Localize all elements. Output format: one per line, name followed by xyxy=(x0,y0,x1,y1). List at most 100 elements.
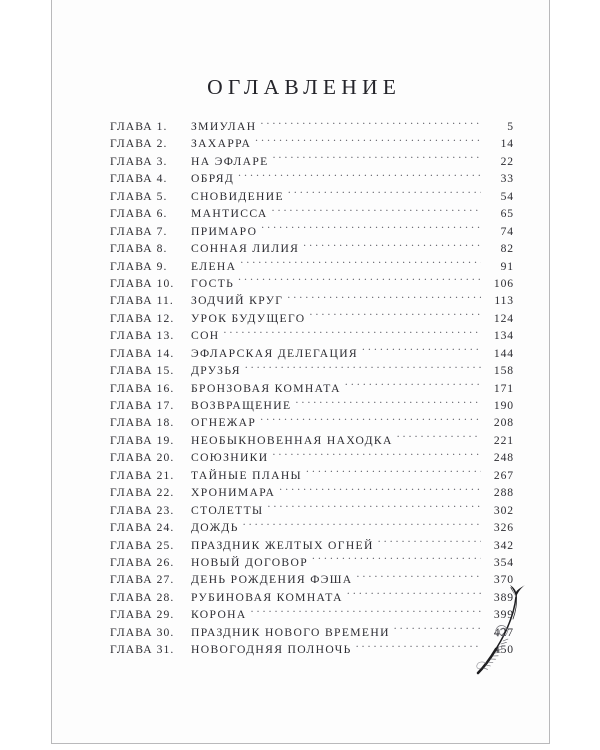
toc-entry-dot-leader xyxy=(251,605,481,618)
toc-entry-title: СОЮЗНИКИ xyxy=(191,451,269,465)
toc-entry[interactable]: ГЛАВА 22. ХРОНИМАРА 288 xyxy=(110,483,514,500)
toc-entry[interactable]: ГЛАВА 24. ДОЖДЬ 326 xyxy=(110,518,514,535)
toc-entry-page-number: 65 xyxy=(500,207,514,221)
toc-entry[interactable]: ГЛАВА 18. ОГНЕЖАР 208 xyxy=(110,413,514,430)
toc-entry[interactable]: ГЛАВА 25. ПРАЗДНИК ЖЕЛТЫХ ОГНЕЙ 342 xyxy=(110,536,514,553)
toc-entry[interactable]: ГЛАВА 19. НЕОБЫКНОВЕННАЯ НАХОДКА 221 xyxy=(110,431,514,448)
toc-entry-page-number: 74 xyxy=(500,224,514,238)
toc-entry-dot-leader xyxy=(245,361,481,374)
toc-entry[interactable]: ГЛАВА 26. НОВЫЙ ДОГОВОР 354 xyxy=(110,553,514,570)
toc-entry-title: НА ЭФЛАРЕ xyxy=(191,154,269,168)
toc-entry-dot-leader xyxy=(312,553,481,566)
toc-entry-title: ЭФЛАРСКАЯ ДЕЛЕГАЦИЯ xyxy=(191,346,359,360)
toc-entry[interactable]: ГЛАВА 15. ДРУЗЬЯ 158 xyxy=(110,361,514,378)
toc-entry-title: ЗАХАРРА xyxy=(191,137,252,151)
toc-entry-dot-leader xyxy=(362,344,481,357)
toc-entry-chapter-label: ГЛАВА 5. xyxy=(110,189,168,203)
toc-entry[interactable]: ГЛАВА 2. ЗАХАРРА 14 xyxy=(110,134,514,151)
toc-entry-chapter-label: ГЛАВА 30. xyxy=(110,625,175,639)
toc-entry[interactable]: ГЛАВА 31. НОВОГОДНЯЯ ПОЛНОЧЬ 450 xyxy=(110,640,514,657)
toc-entry-dot-leader xyxy=(224,326,481,339)
toc-entry-chapter-label: ГЛАВА 7. xyxy=(110,224,168,238)
toc-entry-dot-leader xyxy=(255,134,481,147)
toc-entry-chapter-label: ГЛАВА 27. xyxy=(110,573,175,587)
toc-entry-title: ОГНЕЖАР xyxy=(191,416,257,430)
toc-entry-dot-leader xyxy=(347,588,481,601)
toc-entry-page-number: 302 xyxy=(493,503,514,517)
toc-entry-title: ДРУЗЬЯ xyxy=(191,364,241,378)
toc-entry-page-number: 221 xyxy=(493,433,514,447)
toc-entry[interactable]: ГЛАВА 17. ВОЗВРАЩЕНИЕ 190 xyxy=(110,396,514,413)
toc-entry-chapter-label: ГЛАВА 21. xyxy=(110,468,175,482)
toc-entry-chapter-label: ГЛАВА 13. xyxy=(110,329,175,343)
toc-entry-chapter-label: ГЛАВА 17. xyxy=(110,399,175,412)
toc-entry-dot-leader xyxy=(306,466,481,479)
toc-entry[interactable]: ГЛАВА 9. ЕЛЕНА 91 xyxy=(110,257,514,274)
toc-entry-page-number: 82 xyxy=(500,242,514,256)
toc-entry[interactable]: ГЛАВА 5. СНОВИДЕНИЕ 54 xyxy=(110,187,514,204)
toc-entry-dot-leader xyxy=(261,222,481,235)
toc-entry[interactable]: ГЛАВА 12. УРОК БУДУЩЕГО 124 xyxy=(110,309,514,326)
table-of-contents: ГЛАВА 1.ЗМИУЛАН5ГЛАВА 2.ЗАХАРРА14 ГЛАВА 3… xyxy=(110,117,514,658)
toc-entry-title: НОВОГОДНЯЯ ПОЛНОЧЬ xyxy=(191,643,352,657)
toc-entry[interactable]: ГЛАВА 27. ДЕНЬ РОЖДЕНИЯ ФЭША 370 xyxy=(110,570,514,587)
toc-entry-title: УРОК БУДУЩЕГО xyxy=(191,311,306,325)
toc-entry-page-number: 124 xyxy=(493,311,514,325)
toc-entry-dot-leader xyxy=(345,379,481,392)
toc-entry-title: ПРАЗДНИК ЖЕЛТЫХ ОГНЕЙ xyxy=(191,538,374,552)
toc-entry[interactable]: ГЛАВА 11. ЗОДЧИЙ КРУГ 113 xyxy=(110,291,514,308)
toc-entry[interactable]: ГЛАВА 6. МАНТИССА 65 xyxy=(110,204,514,221)
toc-entry-chapter-label: ГЛАВА 24. xyxy=(110,521,175,535)
toc-entry-page-number: 288 xyxy=(493,486,514,500)
toc-entry-title: БРОНЗОВАЯ КОМНАТА xyxy=(191,381,341,395)
toc-entry-title: СТОЛЕТТЫ xyxy=(191,503,264,517)
toc-entry-title: НОВЫЙ ДОГОВОР xyxy=(191,555,309,569)
toc-entry[interactable]: ГЛАВА 16. БРОНЗОВАЯ КОМНАТА 171 xyxy=(110,379,514,396)
toc-entry-page-number: 144 xyxy=(493,346,514,360)
toc-entry[interactable]: ГЛАВА 21. ТАЙНЫЕ ПЛАНЫ 267 xyxy=(110,466,514,483)
toc-entry-title: МАНТИССА xyxy=(191,207,268,221)
toc-entry-page-number: 113 xyxy=(494,294,514,308)
toc-entry-dot-leader xyxy=(309,309,481,322)
toc-entry-title: ЗОДЧИЙ КРУГ xyxy=(191,294,284,308)
toc-entry-chapter-label: ГЛАВА 6. xyxy=(110,207,168,221)
toc-entry-page-number: 248 xyxy=(493,451,514,465)
toc-entry-chapter-label: ГЛАВА 4. xyxy=(110,172,168,186)
toc-entry[interactable]: ГЛАВА 20. СОЮЗНИКИ 248 xyxy=(110,448,514,465)
toc-entry[interactable]: ГЛАВА 4. ОБРЯД 33 xyxy=(110,169,514,186)
toc-entry-title: ДЕНЬ РОЖДЕНИЯ ФЭША xyxy=(191,573,353,587)
toc-entry[interactable]: ГЛАВА 1. ЗМИУЛАН 5 xyxy=(110,117,514,134)
toc-entry-page-number: 54 xyxy=(500,189,514,203)
toc-entry-page-number: 389 xyxy=(493,590,514,604)
toc-entry[interactable]: ГЛАВА 10. ГОСТЬ 106 xyxy=(110,274,514,291)
toc-entry[interactable]: ГЛАВА 3. НА ЭФЛАРЕ 22 xyxy=(110,152,514,169)
toc-entry-dot-leader xyxy=(260,413,481,426)
toc-entry-dot-leader xyxy=(397,431,481,444)
toc-entry[interactable]: ГЛАВА 29. КОРОНА 399 xyxy=(110,605,514,622)
toc-entry-title: КОРОНА xyxy=(191,608,247,622)
toc-entry-dot-leader xyxy=(295,396,481,409)
toc-entry-chapter-label: ГЛАВА 26. xyxy=(110,555,175,569)
toc-entry-chapter-label: ГЛАВА 3. xyxy=(110,154,168,168)
toc-entry[interactable]: ГЛАВА 23. СТОЛЕТТЫ 302 xyxy=(110,501,514,518)
toc-entry-chapter-label: ГЛАВА 18. xyxy=(110,416,175,430)
toc-entry-title: ХРОНИМАРА xyxy=(191,486,276,500)
toc-entry[interactable]: ГЛАВА 13. СОН 134 xyxy=(110,326,514,343)
toc-entry-chapter-label: ГЛАВА 28. xyxy=(110,590,175,604)
toc-entry-dot-leader xyxy=(238,169,481,182)
toc-entry-dot-leader xyxy=(279,483,481,496)
toc-entry-page-number: 354 xyxy=(493,555,514,569)
toc-entry-title: ГОСТЬ xyxy=(191,276,235,290)
toc-entry-title: СОН xyxy=(191,329,220,343)
toc-entry-chapter-label: ГЛАВА 12. xyxy=(110,311,175,325)
toc-entry[interactable]: ГЛАВА 30. ПРАЗДНИК НОВОГО ВРЕМЕНИ 427 xyxy=(110,623,514,640)
toc-entry[interactable]: ГЛАВА 14. ЭФЛАРСКАЯ ДЕЛЕГАЦИЯ 144 xyxy=(110,344,514,361)
toc-entry[interactable]: ГЛАВА 28. РУБИНОВАЯ КОМНАТА 389 xyxy=(110,588,514,605)
toc-entry-page-number: 134 xyxy=(493,329,514,343)
page-title: ОГЛАВЛЕНИЕ xyxy=(207,75,402,99)
toc-entry[interactable]: ГЛАВА 7. ПРИМАРО 74 xyxy=(110,222,514,239)
toc-entry-title: ДОЖДЬ xyxy=(191,521,239,535)
toc-entry-page-number: 267 xyxy=(493,468,514,482)
toc-entry-dot-leader xyxy=(273,152,481,165)
toc-entry[interactable]: ГЛАВА 8. СОННАЯ ЛИЛИЯ 82 xyxy=(110,239,514,256)
